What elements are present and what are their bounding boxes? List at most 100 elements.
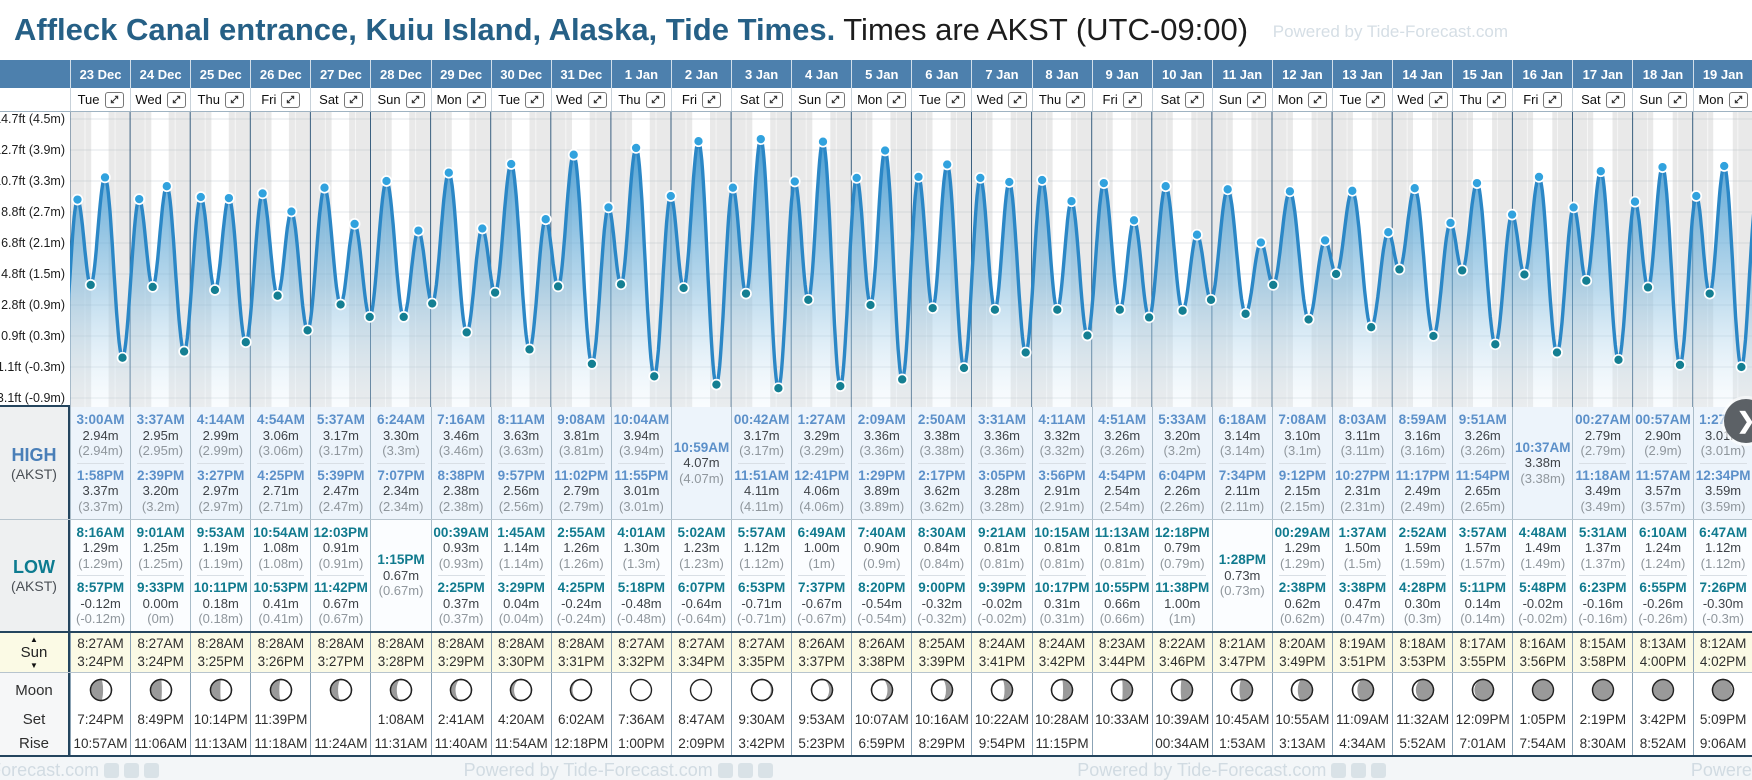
expand-day-button[interactable] <box>1728 91 1748 108</box>
low-tide-point <box>1143 311 1155 324</box>
watermark-text: Powered by Tide-Forecast.com <box>1077 760 1327 780</box>
expand-day-button[interactable] <box>764 91 784 108</box>
tide-height: 3.14m <box>1224 427 1261 443</box>
expand-day-button[interactable] <box>343 91 363 108</box>
tide-height: 1.57m <box>1464 540 1501 555</box>
weekday-label: Mon <box>1277 92 1304 107</box>
moon-phase-cell <box>490 673 551 707</box>
sunset-time: 3:42PM <box>1038 653 1086 669</box>
high-tide-event: 8:11AM 3.63m (3.63m) <box>492 410 551 461</box>
tide-time: 1:15PM <box>377 552 425 568</box>
low-label: LOW <box>13 557 55 577</box>
moon-phase-icon <box>870 678 893 702</box>
expand-day-button[interactable] <box>1366 91 1386 108</box>
moon-phase-icon <box>1471 678 1494 702</box>
expand-day-button[interactable] <box>702 91 722 108</box>
event-divider <box>317 575 365 576</box>
expand-day-button[interactable] <box>887 91 907 108</box>
rise-label: Rise <box>18 734 49 752</box>
high-tide-event: 6:24AM 3.30m (3.3m) <box>371 410 430 461</box>
expand-day-button[interactable] <box>1486 91 1506 108</box>
expand-icon <box>1128 95 1136 104</box>
weekday-cell: Sat <box>731 88 791 111</box>
moonrise-cell: 11:15PM <box>1031 731 1092 755</box>
event-divider <box>377 462 425 464</box>
page-footer: Powered by Tide-Forecast.com Powered by T… <box>0 757 1752 780</box>
moon-phase-icon <box>690 678 713 702</box>
sun-row-label: ▲ Sun ▼ <box>0 633 70 672</box>
sun-times-cell: 8:28AM 3:28PM <box>370 633 430 672</box>
sunrise-time: 8:20AM <box>1279 635 1326 651</box>
tide-time: 11:54PM <box>1455 467 1510 483</box>
moonset-cell: 9:53AM <box>791 707 852 731</box>
tide-height-alt: (-0.12m) <box>75 611 126 626</box>
expand-day-button[interactable] <box>405 91 425 108</box>
moon-phase-icon <box>750 678 773 702</box>
high-tide-event: 11:17PM 2.49m (2.49m) <box>1393 466 1452 517</box>
date-cell: 10 Jan <box>1151 60 1212 88</box>
low-tide-event: 5:02AM 1.23m (1.23m) <box>672 523 731 574</box>
expand-day-button[interactable] <box>525 91 545 108</box>
expand-day-button[interactable] <box>466 91 486 108</box>
sun-times-cell: 8:12AM 4:02PM <box>1692 633 1752 672</box>
tide-height: 1.37m <box>1584 540 1621 555</box>
expand-day-button[interactable] <box>1122 91 1142 108</box>
low-tide-point <box>363 311 376 323</box>
expand-day-button[interactable] <box>945 91 965 108</box>
expand-day-button[interactable] <box>166 91 186 108</box>
date-cell: 6 Jan <box>911 60 971 88</box>
tide-height-alt: (2.97m) <box>198 498 244 514</box>
high-tide-point <box>1191 228 1203 241</box>
high-tide-point <box>692 135 705 148</box>
expand-day-button[interactable] <box>587 91 607 108</box>
low-tide-cell: 1:45AM 1.14m (1.14m) 3:29PM 0.04m (0.04m) <box>490 520 551 631</box>
moonrise-cell: 1:00PM <box>610 731 671 755</box>
expand-icon <box>1072 95 1080 104</box>
weekday-cell: Fri <box>1512 88 1572 111</box>
tide-height: 0.00m <box>142 595 179 611</box>
event-divider <box>137 575 185 576</box>
high-tide-event: 5:33AM 3.20m (3.2m) <box>1153 410 1212 461</box>
sunrise-time: 8:16AM <box>1519 635 1567 651</box>
expand-day-button[interactable] <box>1428 91 1448 108</box>
expand-day-button[interactable] <box>1066 91 1086 108</box>
expand-day-button[interactable] <box>645 91 665 108</box>
expand-day-button[interactable] <box>1605 91 1625 108</box>
date-cell: 5 Jan <box>851 60 911 88</box>
expand-day-button[interactable] <box>224 91 244 108</box>
tide-height-alt: (-0.02m) <box>1518 611 1568 626</box>
expand-day-button[interactable] <box>104 91 124 108</box>
expand-day-button[interactable] <box>1543 91 1563 108</box>
expand-day-button[interactable] <box>1008 91 1028 108</box>
expand-day-button[interactable] <box>1184 91 1204 108</box>
tide-height-alt: (2.94m) <box>78 443 123 458</box>
tide-time: 00:42AM <box>733 412 790 427</box>
expand-day-button[interactable] <box>281 91 301 108</box>
expand-day-button[interactable] <box>1667 91 1687 108</box>
tide-height-alt: (3.37m) <box>78 498 123 514</box>
tide-height-alt: (3.81m) <box>558 443 604 458</box>
tide-time: 1:29PM <box>858 467 906 483</box>
high-tide-event: 11:51AM 4.11m (4.11m) <box>732 466 791 517</box>
moon-phase-cell <box>1151 673 1212 707</box>
tide-time: 12:18PM <box>1154 524 1210 540</box>
tide-height-alt: (1m) <box>808 555 836 571</box>
high-tide-point <box>476 222 489 235</box>
moonrise-cell: 3:13AM <box>1271 731 1332 755</box>
weekday-cell: Thu <box>1452 88 1512 111</box>
next-days-button[interactable]: ❯ <box>1724 399 1752 443</box>
tide-height-alt: (1.26m) <box>558 555 604 571</box>
high-tide-event: 00:27AM 2.79m (2.79m) <box>1573 410 1632 461</box>
event-divider <box>798 575 846 576</box>
sunset-time: 4:02PM <box>1699 653 1747 669</box>
tide-height: 2.71m <box>262 483 299 498</box>
tide-time: 9:51AM <box>1458 412 1507 427</box>
expand-day-button[interactable] <box>1246 91 1266 108</box>
tide-chart: 14.7ft (4.5m) 12.7ft (3.9m) 10.7ft (3.3m) 8… <box>0 112 1752 407</box>
tide-height-alt: (-0.24m) <box>556 611 606 626</box>
high-tide-event: 3:27PM 2.97m (2.97m) <box>191 466 250 517</box>
event-divider <box>1579 575 1627 576</box>
expand-day-button[interactable] <box>826 91 846 108</box>
low-tide-event: 6:53PM -0.71m (-0.71m) <box>732 578 791 629</box>
expand-day-button[interactable] <box>1308 91 1328 108</box>
